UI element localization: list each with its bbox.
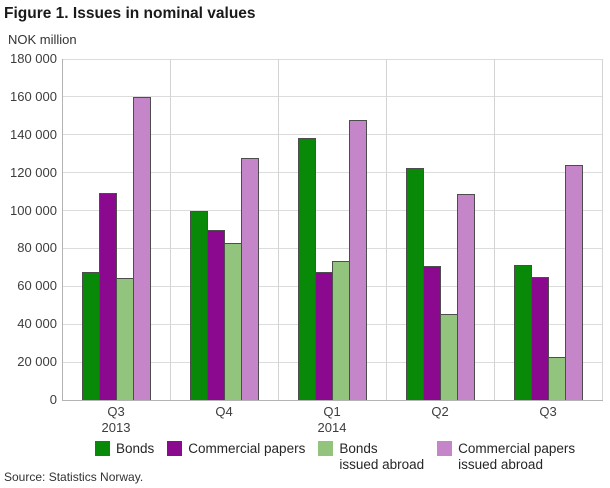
bar-group-q3 bbox=[63, 59, 171, 400]
gridline bbox=[63, 134, 603, 136]
x-tick-label: Q2 bbox=[386, 404, 494, 436]
gridline bbox=[63, 58, 603, 60]
bar bbox=[298, 137, 316, 400]
chart-title: Figure 1. Issues in nominal values bbox=[4, 5, 256, 22]
legend-item: Commercial papers issued abroad bbox=[437, 441, 575, 473]
bar bbox=[224, 242, 242, 400]
x-axis-labels: Q3 2013 Q4 Q1 2014 Q2 Q3 bbox=[62, 404, 602, 436]
x-tick-quarter: Q4 bbox=[215, 404, 233, 419]
legend-swatch bbox=[318, 441, 334, 456]
bar bbox=[406, 167, 424, 400]
y-axis-unit-label: NOK million bbox=[8, 32, 77, 47]
bar bbox=[531, 276, 549, 400]
legend-item: Bonds bbox=[95, 441, 154, 473]
bar bbox=[207, 229, 225, 400]
legend-label: Bonds bbox=[116, 441, 154, 457]
legend-item: Bonds issued abroad bbox=[318, 441, 424, 473]
gridline bbox=[63, 172, 603, 174]
y-tick-label: 160 000 bbox=[10, 88, 57, 104]
x-tick-label: Q3 bbox=[494, 404, 602, 436]
bar bbox=[332, 260, 350, 400]
y-tick-label: 100 000 bbox=[10, 202, 57, 218]
bar-groups bbox=[63, 59, 603, 400]
bar-group-q4 bbox=[171, 59, 279, 400]
y-tick-label: 20 000 bbox=[17, 354, 57, 370]
legend-label: Bonds issued abroad bbox=[339, 441, 424, 473]
y-tick-label: 40 000 bbox=[17, 316, 57, 332]
bar-group-q3 bbox=[495, 59, 603, 400]
legend-label-line1: Commercial papers bbox=[188, 441, 306, 456]
x-tick-quarter: Q3 bbox=[107, 404, 125, 419]
bar-group-q2 bbox=[387, 59, 495, 400]
plot-area bbox=[62, 58, 603, 401]
legend-label: Commercial papers bbox=[188, 441, 305, 457]
y-tick-label: 180 000 bbox=[10, 51, 57, 66]
y-axis-labels: 180 000 160 000 140 000 120 000 100 000 80 00… bbox=[0, 51, 57, 407]
y-tick-label: 80 000 bbox=[17, 240, 57, 256]
gridline bbox=[63, 247, 603, 249]
x-tick-label: Q1 2014 bbox=[278, 404, 386, 436]
bar bbox=[99, 192, 117, 400]
bar bbox=[440, 313, 458, 400]
legend-item: Commercial papers bbox=[167, 441, 305, 473]
bar bbox=[457, 193, 475, 400]
legend-label-line1: Bonds bbox=[339, 441, 378, 456]
bar bbox=[190, 210, 208, 400]
bar bbox=[82, 272, 100, 400]
x-tick-year: 2013 bbox=[101, 420, 131, 435]
y-tick-label: 120 000 bbox=[10, 164, 57, 180]
gridline bbox=[63, 96, 603, 98]
gridline bbox=[63, 210, 603, 212]
y-tick-label: 60 000 bbox=[17, 278, 57, 294]
legend-label: Commercial papers issued abroad bbox=[458, 441, 575, 473]
y-tick-label: 140 000 bbox=[10, 126, 57, 142]
x-tick-quarter: Q3 bbox=[539, 404, 557, 419]
legend: Bonds Commercial papers Bonds issued abroad… bbox=[95, 441, 575, 473]
legend-swatch bbox=[167, 441, 183, 456]
bar bbox=[514, 264, 532, 400]
legend-label-line1: Commercial papers bbox=[458, 441, 576, 456]
bar bbox=[349, 119, 367, 400]
legend-swatch bbox=[437, 441, 453, 456]
bar bbox=[565, 165, 583, 400]
x-tick-label: Q4 bbox=[170, 404, 278, 436]
bar bbox=[116, 277, 134, 400]
bar bbox=[133, 96, 151, 400]
y-tick-label: 0 bbox=[49, 392, 57, 407]
x-tick-label: Q3 2013 bbox=[62, 404, 170, 436]
legend-label-line1: Bonds bbox=[116, 441, 155, 456]
source-note: Source: Statistics Norway. bbox=[4, 470, 144, 484]
bar bbox=[315, 272, 333, 400]
x-tick-quarter: Q1 bbox=[323, 404, 341, 419]
bar bbox=[423, 266, 441, 400]
bar bbox=[548, 357, 566, 400]
legend-label-line2: issued abroad bbox=[339, 457, 425, 472]
x-tick-quarter: Q2 bbox=[431, 404, 449, 419]
x-tick-year: 2014 bbox=[317, 420, 347, 435]
legend-swatch bbox=[95, 441, 110, 456]
bar-group-q1 bbox=[279, 59, 387, 400]
bar bbox=[241, 158, 259, 400]
legend-label-line2: issued abroad bbox=[458, 457, 543, 472]
